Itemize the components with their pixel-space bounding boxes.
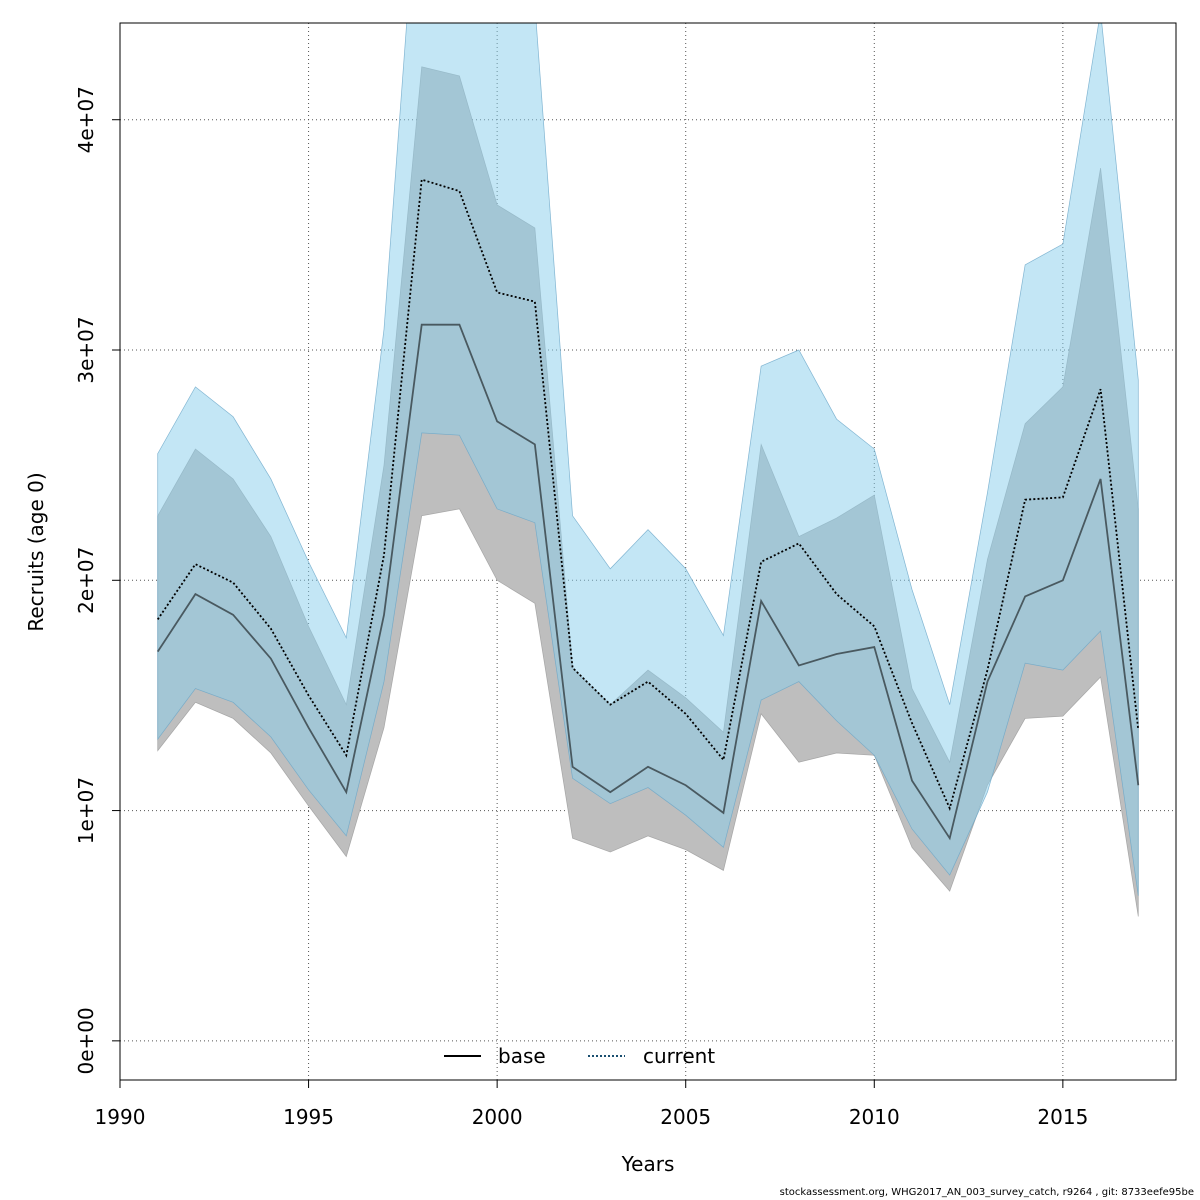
x-tick-label: 1990 [95, 1105, 146, 1129]
y-tick-label: 2e+07 [74, 547, 98, 614]
series-lines [156, 178, 1140, 841]
x-tick-label: 1995 [283, 1105, 334, 1129]
x-axis-title: Years [621, 1152, 675, 1176]
x-tick-label: 2005 [660, 1105, 711, 1129]
line-base [156, 323, 1140, 841]
x-tick-label: 2000 [472, 1105, 523, 1129]
x-tick-label: 2015 [1037, 1105, 1088, 1129]
legend-label-current: current [643, 1044, 715, 1068]
legend: base current [444, 1044, 715, 1068]
y-tick-label: 4e+07 [74, 86, 98, 153]
x-axis: 1990 1995 2000 2005 2010 2015 [95, 1079, 1088, 1129]
legend-label-base: base [498, 1044, 546, 1068]
confidence-bands [157, 23, 1139, 917]
footer-caption: stockassessment.org, WHG2017_AN_003_surv… [779, 1187, 1194, 1198]
line-current [156, 178, 1140, 811]
y-tick-label: 3e+07 [74, 316, 98, 383]
x-tick-label: 2010 [849, 1105, 900, 1129]
y-axis-title: Recruits (age 0) [24, 472, 48, 631]
y-axis: 0e+00 1e+07 2e+07 3e+07 4e+07 [74, 86, 121, 1074]
y-tick-label: 0e+00 [74, 1007, 98, 1074]
band-current [157, 23, 1139, 896]
y-tick-label: 1e+07 [74, 777, 98, 844]
